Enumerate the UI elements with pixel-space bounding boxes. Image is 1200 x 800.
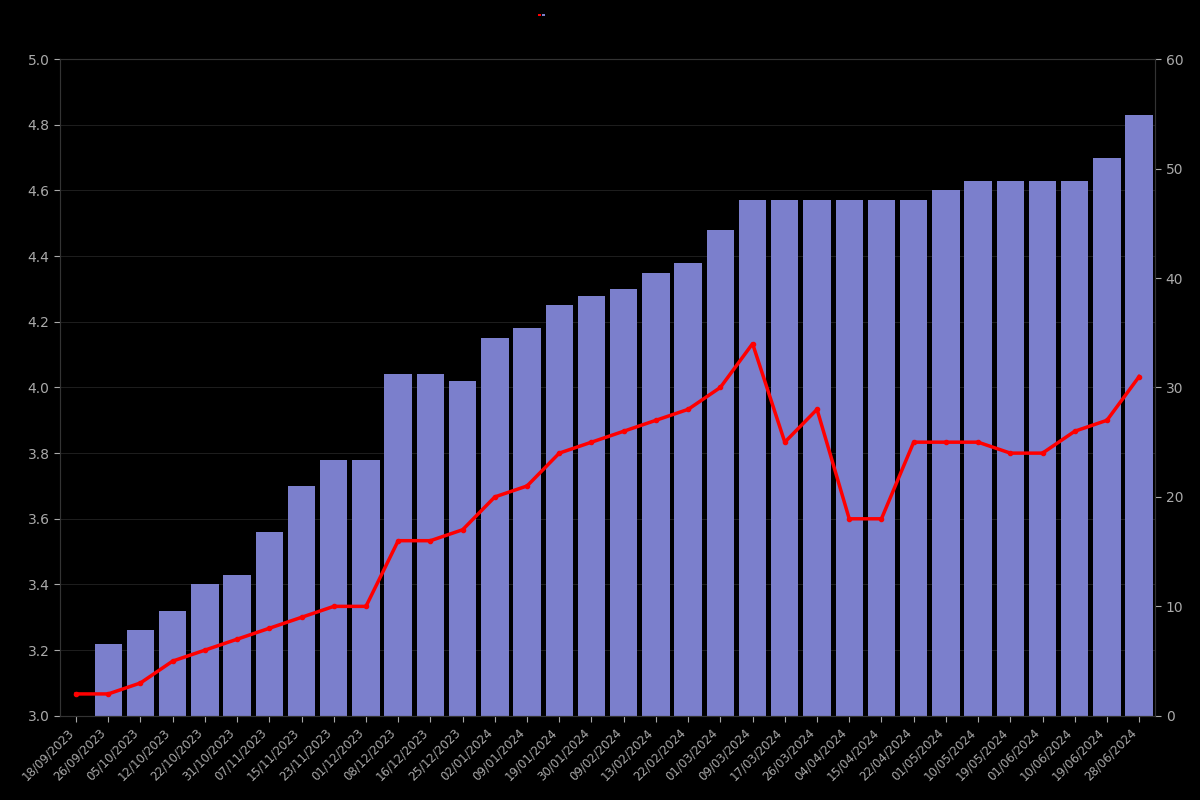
Legend: , : ,: [538, 14, 546, 17]
Bar: [578, 295, 605, 716]
Bar: [514, 328, 541, 716]
Bar: [1061, 181, 1088, 716]
Bar: [997, 181, 1024, 716]
Bar: [707, 230, 734, 716]
Bar: [256, 532, 283, 716]
Bar: [158, 610, 186, 716]
Bar: [353, 460, 379, 716]
Bar: [932, 190, 960, 716]
Bar: [481, 338, 509, 716]
Bar: [384, 374, 412, 716]
Bar: [868, 200, 895, 716]
Bar: [1028, 181, 1056, 716]
Bar: [674, 262, 702, 716]
Bar: [803, 200, 830, 716]
Bar: [772, 200, 798, 716]
Bar: [610, 289, 637, 716]
Bar: [642, 273, 670, 716]
Bar: [739, 200, 767, 716]
Bar: [965, 181, 991, 716]
Bar: [835, 200, 863, 716]
Bar: [1093, 158, 1121, 716]
Bar: [900, 200, 928, 716]
Bar: [223, 574, 251, 716]
Bar: [1126, 115, 1153, 716]
Bar: [288, 486, 316, 716]
Bar: [95, 643, 122, 716]
Bar: [320, 460, 348, 716]
Bar: [127, 630, 154, 716]
Bar: [191, 585, 218, 716]
Bar: [449, 381, 476, 716]
Bar: [416, 374, 444, 716]
Bar: [546, 306, 572, 716]
